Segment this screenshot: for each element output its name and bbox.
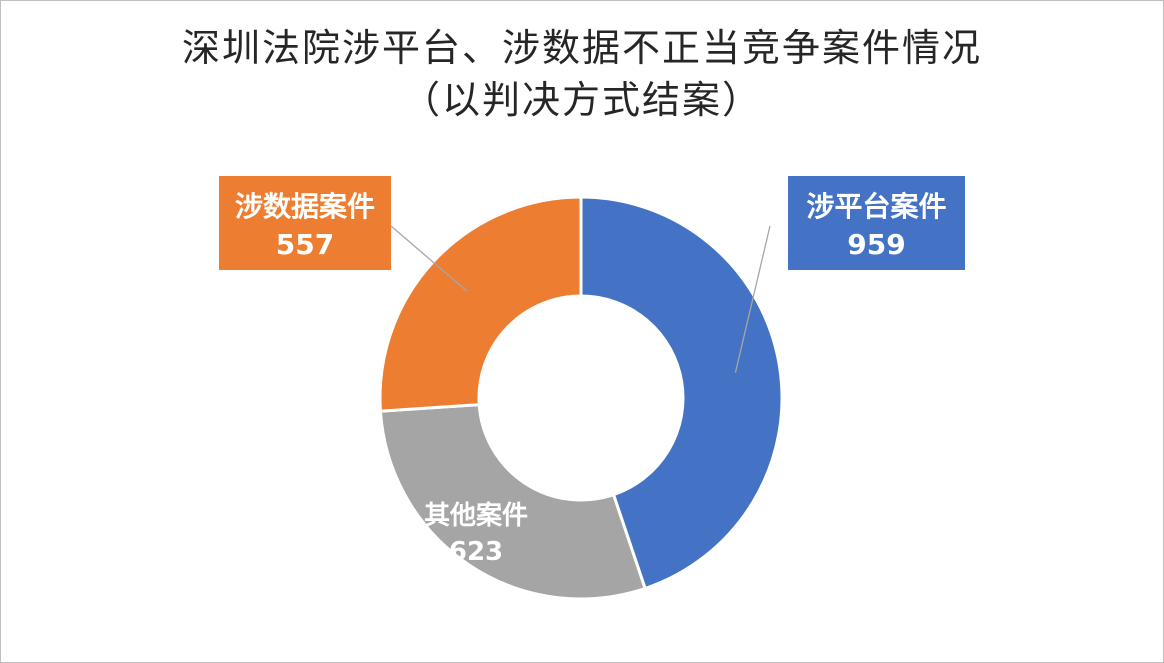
chart-title-block: 深圳法院涉平台、涉数据不正当竞争案件情况 （以判决方式结案）	[0, 22, 1164, 126]
data-label-category: 涉数据案件	[235, 190, 375, 223]
data-labels-layer: 涉平台案件 959 其他案件 623 涉数据案件 557	[219, 176, 965, 567]
leader-lines-layer	[390, 225, 771, 373]
slices-layer	[378, 195, 784, 601]
chart-subtitle: （以判决方式结案）	[401, 78, 762, 122]
data-label-category: 涉平台案件	[806, 190, 946, 223]
data-label-value: 623	[449, 537, 503, 567]
chart-title: 深圳法院涉平台、涉数据不正当竞争案件情况	[181, 26, 982, 70]
data-label-box	[219, 176, 391, 270]
data-label-value: 557	[276, 228, 334, 261]
leader-line	[390, 225, 468, 292]
data-label-box	[788, 176, 965, 270]
data-label-value: 959	[847, 228, 905, 261]
donut-slice	[378, 195, 583, 413]
leader-line	[734, 225, 771, 373]
donut-slice	[579, 195, 784, 591]
data-label-category: 其他案件	[424, 500, 528, 531]
donut-slice	[378, 403, 648, 601]
